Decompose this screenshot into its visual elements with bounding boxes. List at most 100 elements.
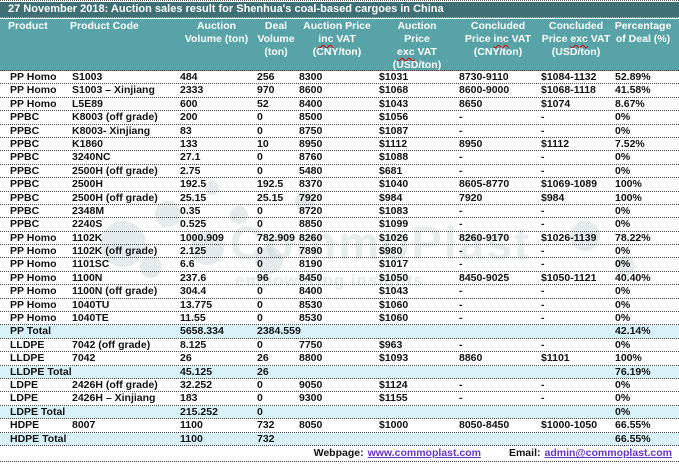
cell: 970 xyxy=(257,84,275,97)
cell: 11.55 xyxy=(180,312,206,325)
cell: S1003 – Xinjiang xyxy=(72,84,155,97)
cell: - xyxy=(541,338,545,351)
cell: - xyxy=(541,392,545,405)
cell: 25.15 xyxy=(257,191,284,204)
cell: 1100 xyxy=(180,419,203,432)
cell: 484 xyxy=(180,71,198,83)
cell: LDPE xyxy=(10,378,39,391)
cell: $1087 xyxy=(379,124,409,137)
cell: 256 xyxy=(257,71,275,83)
email-link[interactable]: admin@commoplast.com xyxy=(544,447,672,460)
cell: 8370 xyxy=(299,178,323,191)
cell: 0 xyxy=(257,298,263,311)
cell: 732 xyxy=(257,432,275,445)
cell: $1040 xyxy=(379,178,409,191)
total-row: PP Total 5658.334 2384.559 42.14% xyxy=(0,325,679,339)
cell: 8860 xyxy=(459,352,483,365)
cell xyxy=(539,366,613,379)
cell: $1088 xyxy=(379,151,409,164)
cell: 8260-9170 xyxy=(459,231,510,244)
cell: $1017 xyxy=(379,258,409,271)
column-header-line: of Deal (%) xyxy=(615,33,671,45)
cell: 100% xyxy=(615,191,642,204)
cell: K8003 (off grade) xyxy=(72,111,158,124)
cell: 0% xyxy=(615,338,631,351)
column-header-line: Auction Price xyxy=(303,20,371,32)
cell: $1060 xyxy=(379,312,409,325)
column-header-line: Deal xyxy=(264,20,288,32)
cell: - xyxy=(459,111,463,124)
cell: 25.15 xyxy=(180,191,207,204)
column-header-line: (USD/ton) xyxy=(551,46,601,58)
cell: 7750 xyxy=(299,338,323,351)
column-header: Auction Price exc VAT (USD/ton) xyxy=(377,19,457,72)
cell: 215.252 xyxy=(180,405,218,418)
cell: 0 xyxy=(257,285,263,298)
cell: 8.67% xyxy=(615,97,645,110)
cell: PP Homo xyxy=(10,258,57,271)
cell: 8450 xyxy=(299,271,323,284)
cell: 1102K xyxy=(72,231,103,244)
column-header-line: Price exc VAT xyxy=(541,33,611,45)
cell: 8530 xyxy=(299,298,323,311)
cell: 2.125 xyxy=(180,245,207,258)
cell: PP Homo xyxy=(10,84,57,97)
cell: - xyxy=(459,338,463,351)
column-header-line: (USD/ton) xyxy=(392,59,442,71)
cell: PPBC xyxy=(10,137,40,150)
cell: 32.252 xyxy=(180,378,213,391)
cell: 26 xyxy=(257,352,269,365)
report-title: 27 November 2018: Auction sales result f… xyxy=(8,3,444,15)
cell: 26 xyxy=(257,365,269,378)
column-header: Deal Volume (ton) xyxy=(255,19,297,72)
cell: 8850 xyxy=(299,218,323,231)
cell: 200 xyxy=(180,111,198,124)
cell: $1050 xyxy=(379,271,409,284)
cell: $1083 xyxy=(379,204,409,217)
cell: 1040TE xyxy=(72,312,109,325)
cell: - xyxy=(541,312,545,325)
cell: - xyxy=(541,258,545,271)
column-header-line: (ton) xyxy=(264,46,288,58)
cell: - xyxy=(541,298,545,311)
table-footer: Webpage: www.commoplast.com Email: admin… xyxy=(0,446,679,462)
cell: PPBC xyxy=(10,151,40,164)
cell: PPBC xyxy=(10,178,40,191)
cell xyxy=(377,325,457,338)
cell: 8800 xyxy=(299,352,323,365)
cell: 0% xyxy=(615,204,631,217)
cell: - xyxy=(541,151,545,164)
cell: 7920 xyxy=(459,191,483,204)
table-row: PP Homo L5E89 600 52 8400 $1043 8650 $1074 8.67% xyxy=(0,97,679,112)
cell: $963 xyxy=(379,338,403,351)
cell: 10 xyxy=(257,137,269,150)
cell: $1056 xyxy=(379,111,409,124)
column-header-line: (CNY/ton) xyxy=(473,46,523,58)
table-row: PPBC 2500H (off grade) 25.15 25.15 7920 $984 7… xyxy=(0,192,679,205)
cell: 45.125 xyxy=(180,365,213,378)
cell: S1003 xyxy=(72,71,103,83)
cell: 0% xyxy=(615,124,631,137)
cell: 7042 (off grade) xyxy=(72,338,151,351)
cell xyxy=(539,406,613,419)
cell: $1093 xyxy=(379,352,409,365)
cell: 100% xyxy=(615,178,642,191)
cell: 8050 xyxy=(299,419,323,432)
cell: $1112 xyxy=(379,137,408,150)
column-header: Product Code xyxy=(70,19,178,72)
cell: PP Homo xyxy=(10,298,57,311)
cell xyxy=(70,433,178,446)
cell: 2500H xyxy=(72,178,103,191)
cell: 0 xyxy=(257,151,263,164)
cell: 8400 xyxy=(299,97,323,110)
cell: 0 xyxy=(257,245,263,258)
cell: 183 xyxy=(180,392,198,405)
cell xyxy=(377,406,457,419)
cell: - xyxy=(459,204,463,217)
cell: PPBC xyxy=(10,191,40,204)
email-label: Email: xyxy=(508,447,541,460)
cell: 2384.559 xyxy=(257,325,301,338)
cell: PP Homo xyxy=(10,271,57,284)
webpage-link[interactable]: www.commoplast.com xyxy=(367,447,481,460)
cell: L5E89 xyxy=(72,97,103,110)
